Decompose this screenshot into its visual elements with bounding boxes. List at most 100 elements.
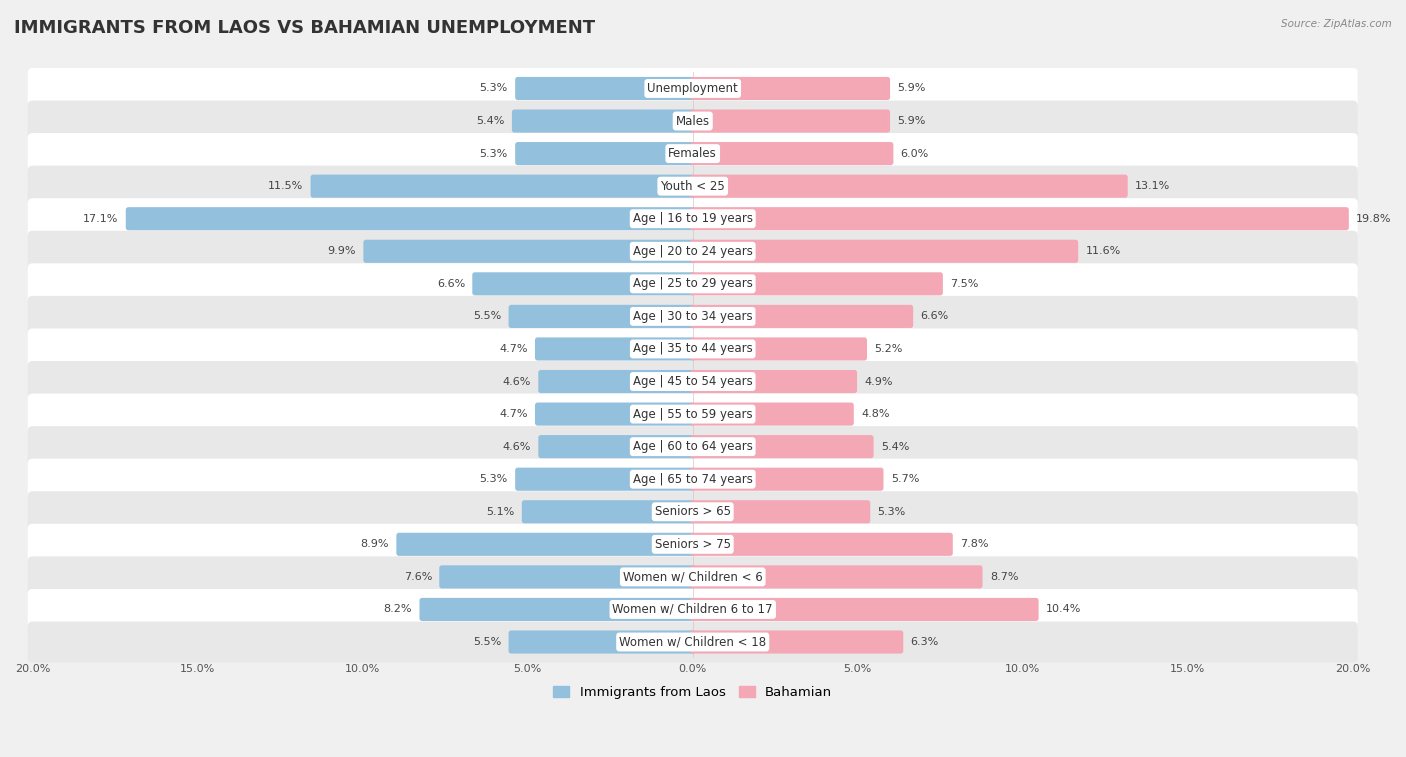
Text: 11.6%: 11.6% [1085, 246, 1121, 257]
FancyBboxPatch shape [28, 198, 1358, 239]
FancyBboxPatch shape [28, 133, 1358, 174]
FancyBboxPatch shape [690, 468, 883, 491]
FancyBboxPatch shape [28, 426, 1358, 467]
FancyBboxPatch shape [439, 565, 696, 588]
Text: Unemployment: Unemployment [647, 82, 738, 95]
Text: IMMIGRANTS FROM LAOS VS BAHAMIAN UNEMPLOYMENT: IMMIGRANTS FROM LAOS VS BAHAMIAN UNEMPLO… [14, 19, 595, 37]
Text: 5.4%: 5.4% [477, 116, 505, 126]
Text: Age | 65 to 74 years: Age | 65 to 74 years [633, 472, 752, 486]
FancyBboxPatch shape [28, 491, 1358, 532]
FancyBboxPatch shape [363, 240, 696, 263]
FancyBboxPatch shape [690, 338, 868, 360]
Text: Age | 30 to 34 years: Age | 30 to 34 years [633, 310, 752, 323]
FancyBboxPatch shape [690, 565, 983, 588]
FancyBboxPatch shape [690, 77, 890, 100]
FancyBboxPatch shape [690, 175, 1128, 198]
FancyBboxPatch shape [28, 556, 1358, 597]
FancyBboxPatch shape [28, 394, 1358, 435]
Text: 7.8%: 7.8% [960, 539, 988, 550]
FancyBboxPatch shape [690, 142, 893, 165]
FancyBboxPatch shape [28, 101, 1358, 142]
Text: 5.3%: 5.3% [479, 148, 508, 159]
FancyBboxPatch shape [28, 296, 1358, 337]
Text: 7.5%: 7.5% [950, 279, 979, 289]
Text: Females: Females [668, 147, 717, 160]
FancyBboxPatch shape [28, 231, 1358, 272]
FancyBboxPatch shape [690, 533, 953, 556]
FancyBboxPatch shape [515, 77, 696, 100]
Text: 6.3%: 6.3% [911, 637, 939, 647]
FancyBboxPatch shape [538, 370, 696, 393]
Text: 5.2%: 5.2% [875, 344, 903, 354]
Text: 4.8%: 4.8% [860, 409, 890, 419]
FancyBboxPatch shape [534, 338, 696, 360]
FancyBboxPatch shape [534, 403, 696, 425]
FancyBboxPatch shape [690, 500, 870, 523]
FancyBboxPatch shape [28, 329, 1358, 369]
FancyBboxPatch shape [509, 631, 696, 653]
Text: 4.6%: 4.6% [503, 376, 531, 387]
Text: 5.3%: 5.3% [479, 474, 508, 484]
Text: 5.4%: 5.4% [880, 441, 910, 452]
Text: 13.1%: 13.1% [1135, 181, 1170, 192]
FancyBboxPatch shape [512, 110, 696, 132]
FancyBboxPatch shape [690, 240, 1078, 263]
FancyBboxPatch shape [28, 263, 1358, 304]
Text: 11.5%: 11.5% [269, 181, 304, 192]
Text: Age | 16 to 19 years: Age | 16 to 19 years [633, 212, 752, 226]
Text: 4.9%: 4.9% [865, 376, 893, 387]
Text: 4.7%: 4.7% [499, 409, 527, 419]
FancyBboxPatch shape [419, 598, 696, 621]
Text: 9.9%: 9.9% [328, 246, 356, 257]
FancyBboxPatch shape [690, 110, 890, 132]
Text: Women w/ Children 6 to 17: Women w/ Children 6 to 17 [613, 603, 773, 616]
FancyBboxPatch shape [690, 273, 943, 295]
Text: 8.9%: 8.9% [360, 539, 389, 550]
Text: Women w/ Children < 18: Women w/ Children < 18 [619, 636, 766, 649]
Text: 5.7%: 5.7% [891, 474, 920, 484]
Text: Males: Males [676, 114, 710, 127]
FancyBboxPatch shape [28, 524, 1358, 565]
Legend: Immigrants from Laos, Bahamian: Immigrants from Laos, Bahamian [548, 681, 838, 705]
Text: Age | 55 to 59 years: Age | 55 to 59 years [633, 407, 752, 421]
Text: 4.7%: 4.7% [499, 344, 527, 354]
Text: Youth < 25: Youth < 25 [661, 179, 725, 193]
Text: Age | 25 to 29 years: Age | 25 to 29 years [633, 277, 752, 291]
Text: Age | 35 to 44 years: Age | 35 to 44 years [633, 342, 752, 356]
FancyBboxPatch shape [515, 468, 696, 491]
FancyBboxPatch shape [690, 598, 1039, 621]
FancyBboxPatch shape [690, 435, 873, 458]
Text: 17.1%: 17.1% [83, 213, 118, 224]
Text: Seniors > 75: Seniors > 75 [655, 537, 731, 551]
Text: 10.4%: 10.4% [1046, 604, 1081, 615]
Text: 7.6%: 7.6% [404, 572, 432, 582]
Text: Age | 20 to 24 years: Age | 20 to 24 years [633, 245, 752, 258]
Text: 6.6%: 6.6% [437, 279, 465, 289]
Text: 5.1%: 5.1% [486, 506, 515, 517]
FancyBboxPatch shape [690, 305, 912, 328]
Text: Age | 60 to 64 years: Age | 60 to 64 years [633, 440, 752, 453]
FancyBboxPatch shape [125, 207, 696, 230]
FancyBboxPatch shape [515, 142, 696, 165]
Text: Age | 45 to 54 years: Age | 45 to 54 years [633, 375, 752, 388]
Text: Seniors > 65: Seniors > 65 [655, 505, 731, 519]
FancyBboxPatch shape [690, 631, 903, 653]
Text: Source: ZipAtlas.com: Source: ZipAtlas.com [1281, 19, 1392, 29]
Text: 6.6%: 6.6% [921, 311, 949, 322]
FancyBboxPatch shape [28, 589, 1358, 630]
FancyBboxPatch shape [311, 175, 696, 198]
FancyBboxPatch shape [690, 207, 1348, 230]
FancyBboxPatch shape [509, 305, 696, 328]
FancyBboxPatch shape [472, 273, 696, 295]
Text: 8.7%: 8.7% [990, 572, 1018, 582]
FancyBboxPatch shape [538, 435, 696, 458]
FancyBboxPatch shape [690, 403, 853, 425]
Text: 8.2%: 8.2% [384, 604, 412, 615]
Text: 5.5%: 5.5% [472, 311, 502, 322]
Text: 5.5%: 5.5% [472, 637, 502, 647]
Text: 5.9%: 5.9% [897, 83, 925, 93]
FancyBboxPatch shape [28, 361, 1358, 402]
FancyBboxPatch shape [522, 500, 696, 523]
Text: 5.9%: 5.9% [897, 116, 925, 126]
Text: 6.0%: 6.0% [901, 148, 929, 159]
